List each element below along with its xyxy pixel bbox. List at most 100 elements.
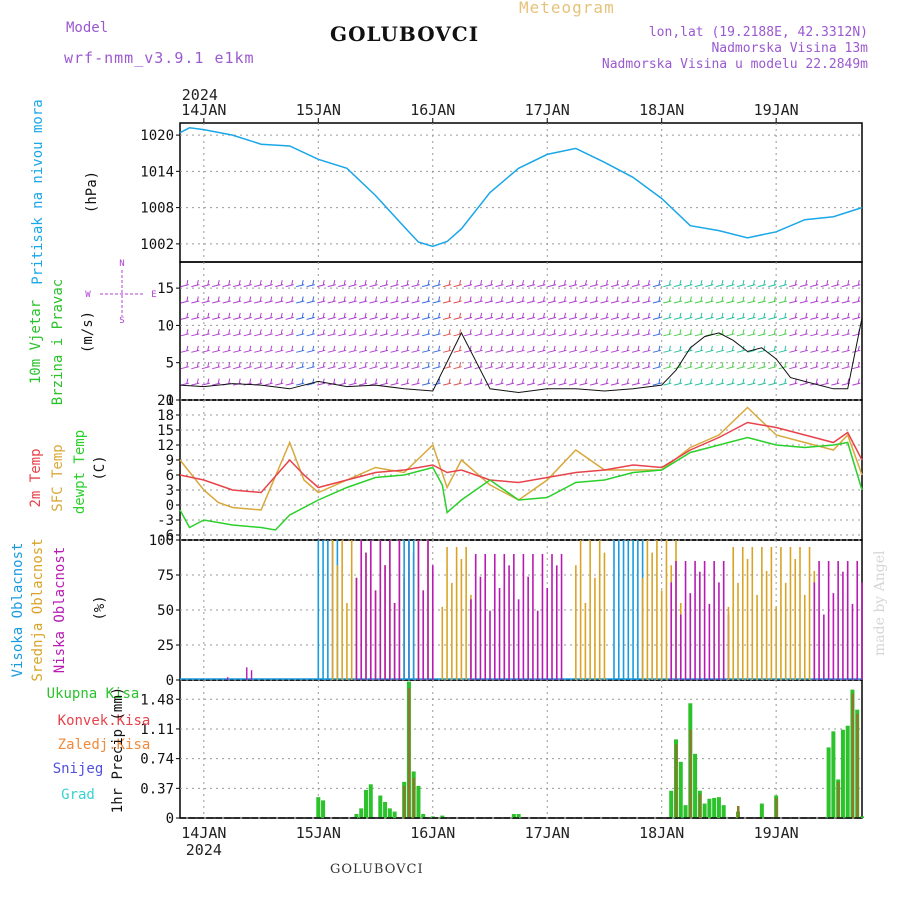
wind-barb: [736, 329, 746, 337]
wind-barb: [526, 362, 536, 370]
wind-barb: [421, 312, 431, 320]
wind-barb: [831, 362, 840, 370]
wind-barb: [663, 378, 672, 386]
wind-barb: [526, 280, 536, 288]
wind-barb: [400, 296, 410, 304]
wind-barb: [484, 362, 494, 370]
wind-barb: [285, 345, 294, 353]
wind-barb: [631, 345, 641, 353]
wind-barb: [610, 296, 620, 304]
wind-barb: [233, 312, 242, 320]
wind-barb: [705, 280, 714, 288]
y-tick-label: 5: [166, 356, 174, 372]
wind-barb: [810, 296, 819, 304]
model-label: Model: [66, 20, 109, 36]
wind-barb: [852, 362, 861, 370]
wind-barb: [673, 296, 683, 304]
wind-barb: [358, 312, 368, 320]
wind-barb: [505, 329, 515, 337]
wind-barb: [789, 312, 798, 320]
wind-barb: [820, 280, 829, 288]
wind-barb: [400, 329, 410, 337]
wind-barb: [317, 345, 326, 353]
wind-barb: [254, 362, 263, 370]
precip-total-bar: [860, 816, 864, 818]
wind-barb: [243, 329, 252, 337]
wind-barb: [642, 345, 651, 353]
y-tick-label: 1.48: [140, 692, 174, 708]
wind-barb: [600, 312, 609, 320]
wind-barb: [831, 312, 840, 320]
wind-barb: [568, 296, 578, 304]
cloud-low-axis-label: Niska Oblacnost: [52, 547, 68, 673]
y-tick-label: 1002: [140, 237, 174, 253]
wind-barb: [264, 345, 273, 353]
wind-barb: [757, 312, 766, 320]
wind-barb: [474, 362, 483, 370]
wind-barb: [463, 362, 473, 370]
dewpt-axis-label: dewpt Temp: [72, 430, 88, 514]
wind-barb: [694, 329, 704, 337]
wind-barb: [726, 312, 735, 320]
precip-total-bar: [392, 811, 397, 818]
wind-barb: [799, 296, 808, 304]
precip-total-bar: [421, 813, 426, 818]
wind-barb: [579, 345, 588, 353]
precip-conv-bar: [856, 713, 859, 818]
elevation-text: Nadmorska Visina 13m: [711, 41, 868, 56]
wind-barb: [432, 312, 441, 320]
wind-barb: [411, 378, 420, 386]
precip-conv-bar: [689, 729, 692, 818]
wind-barb: [285, 296, 294, 304]
precip-total-bar: [702, 803, 707, 818]
wind-barb: [432, 362, 441, 370]
wind-barb: [778, 345, 787, 353]
precip-total-bar: [707, 798, 712, 818]
wind-barb: [222, 345, 231, 353]
direction-e: E: [151, 290, 156, 300]
wind-barb: [652, 312, 662, 320]
y-tick-label: 75: [157, 568, 174, 584]
wind-barb: [768, 362, 777, 370]
wind-barb: [369, 296, 378, 304]
wind-barb: [558, 312, 567, 320]
wind-barb: [621, 378, 630, 386]
wind-barb: [841, 362, 850, 370]
x-tick-label-bottom: 19JAN: [754, 824, 799, 842]
wind-barb: [558, 378, 567, 386]
wind-barb: [463, 312, 473, 320]
wind-barb: [810, 312, 819, 320]
wind-barb: [390, 362, 399, 370]
wind-barb: [358, 362, 368, 370]
wind-barb: [652, 378, 662, 386]
wind-barb: [810, 329, 819, 337]
wind-barb: [673, 345, 683, 353]
precip-total-bar: [826, 747, 831, 818]
x-tick-label-top: 17JAN: [525, 101, 570, 119]
wind-barb: [275, 345, 284, 353]
wind-barb: [212, 329, 221, 337]
wind-barb: [191, 329, 200, 337]
wind-barb: [736, 312, 746, 320]
wind-barb: [474, 296, 483, 304]
y-tick-label: -3: [157, 513, 174, 529]
wind-barb: [222, 312, 231, 320]
wind-barb: [778, 280, 787, 288]
temp-2m-line: [179, 421, 863, 494]
wind-barb: [180, 345, 189, 353]
wind-barb: [243, 280, 252, 288]
wind-barb: [736, 362, 746, 370]
wind-barb: [338, 280, 347, 288]
wind-barb: [275, 280, 284, 288]
wind-barb: [547, 378, 557, 386]
wind-barb: [537, 329, 546, 337]
wind-barb: [757, 362, 766, 370]
wind-barb: [327, 329, 336, 337]
wind-barb: [317, 296, 326, 304]
y-tick-label: 1020: [140, 128, 174, 144]
x-tick-label-bottom: 15JAN: [296, 824, 341, 842]
wind-barb: [201, 378, 210, 386]
wind-barb: [589, 345, 599, 353]
wind-barb: [338, 329, 347, 337]
